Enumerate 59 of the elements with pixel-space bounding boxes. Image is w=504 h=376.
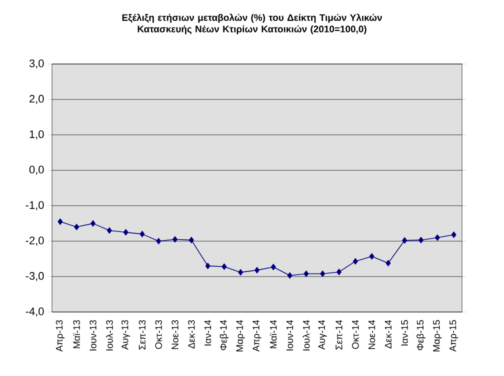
x-tick-label: Αυγ-14: [318, 320, 327, 350]
point: [270, 264, 276, 270]
x-tick-label: Νοε-13: [172, 320, 178, 349]
x-tick-label: Ιαν-14: [204, 320, 212, 346]
x-tick-label: Μαϊ-13: [73, 320, 80, 348]
x-tick-label: Οκτ-14: [352, 320, 359, 349]
point: [320, 270, 326, 277]
x-tick-label: Φεβ-15: [416, 320, 426, 350]
x-tick-label: Ιαν-15: [401, 320, 408, 346]
point: [188, 236, 194, 244]
y-tick-label: -1,0: [26, 201, 44, 210]
x-tick-label: Φεβ-14: [220, 320, 229, 350]
point: [402, 237, 408, 244]
x-tick-label: Μαρ-15: [433, 320, 442, 352]
point: [434, 234, 440, 241]
y-tick-label: -2,0: [26, 236, 44, 246]
point: [304, 270, 309, 277]
x-tick-label: Ιουλ-13: [106, 320, 113, 350]
x-tick-label: Ιουν-13: [90, 320, 96, 350]
y-tick-label: 1,0: [30, 130, 44, 140]
x-tick-label: Δεκ-14: [384, 320, 392, 348]
x-tick-label: Μαϊ-14: [270, 320, 277, 348]
x-tick-label: Νοε-14: [368, 320, 376, 349]
x-tick-label: Σεπ-13: [138, 320, 146, 350]
point: [287, 272, 292, 279]
y-tick-label: 0,0: [29, 166, 44, 175]
y-tick-label: -4,0: [26, 307, 44, 317]
x-tick-label: Απρ-14: [252, 320, 262, 352]
x-tick-label: Αυγ-13: [122, 320, 130, 350]
point: [451, 232, 456, 238]
point: [222, 263, 227, 270]
x-tick-label: Οκτ-13: [155, 320, 162, 349]
chart-title: Εξέλιξη ετήσιων μεταβολών (%) του Δείκτη Τιμών Υλικών Κατασκευής Νέων Κτιρίων Κατοικιών (2010=100,0): [122, 14, 382, 34]
point: [74, 224, 80, 230]
point: [418, 236, 424, 244]
point: [58, 218, 63, 225]
x-tick-label: Ιουλ-14: [302, 320, 310, 350]
x-tick-label: Απρ-15: [450, 320, 458, 352]
point: [254, 267, 260, 274]
point: [336, 268, 342, 276]
x-tick-label: Μαρ-14: [236, 320, 245, 352]
point: [106, 227, 112, 234]
point: [238, 269, 244, 276]
point: [123, 229, 128, 236]
x-tick-label: Σεπ-14: [336, 320, 342, 350]
point: [205, 262, 210, 270]
point: [386, 260, 391, 266]
point: [352, 258, 358, 265]
x-tick-label: Ιουν-14: [286, 320, 294, 350]
y-tick-label: -3,0: [26, 272, 44, 282]
point: [369, 253, 374, 260]
point: [172, 236, 178, 243]
point: [90, 220, 96, 227]
point: [156, 238, 162, 244]
point: [140, 230, 145, 238]
x-tick-label: Δεκ-13: [188, 320, 195, 348]
y-tick-label: 3,0: [29, 59, 44, 69]
y-tick-label: 2,0: [30, 94, 44, 104]
x-tick-label: Απρ-13: [56, 320, 64, 352]
